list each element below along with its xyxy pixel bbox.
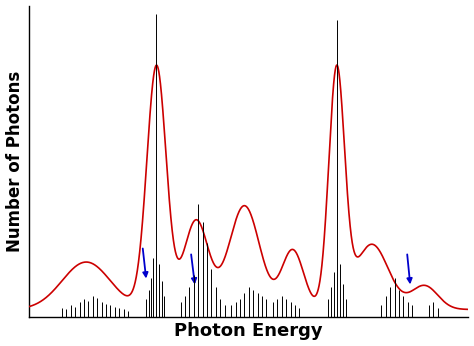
Y-axis label: Number of Photons: Number of Photons (6, 71, 24, 252)
X-axis label: Photon Energy: Photon Energy (174, 322, 323, 340)
